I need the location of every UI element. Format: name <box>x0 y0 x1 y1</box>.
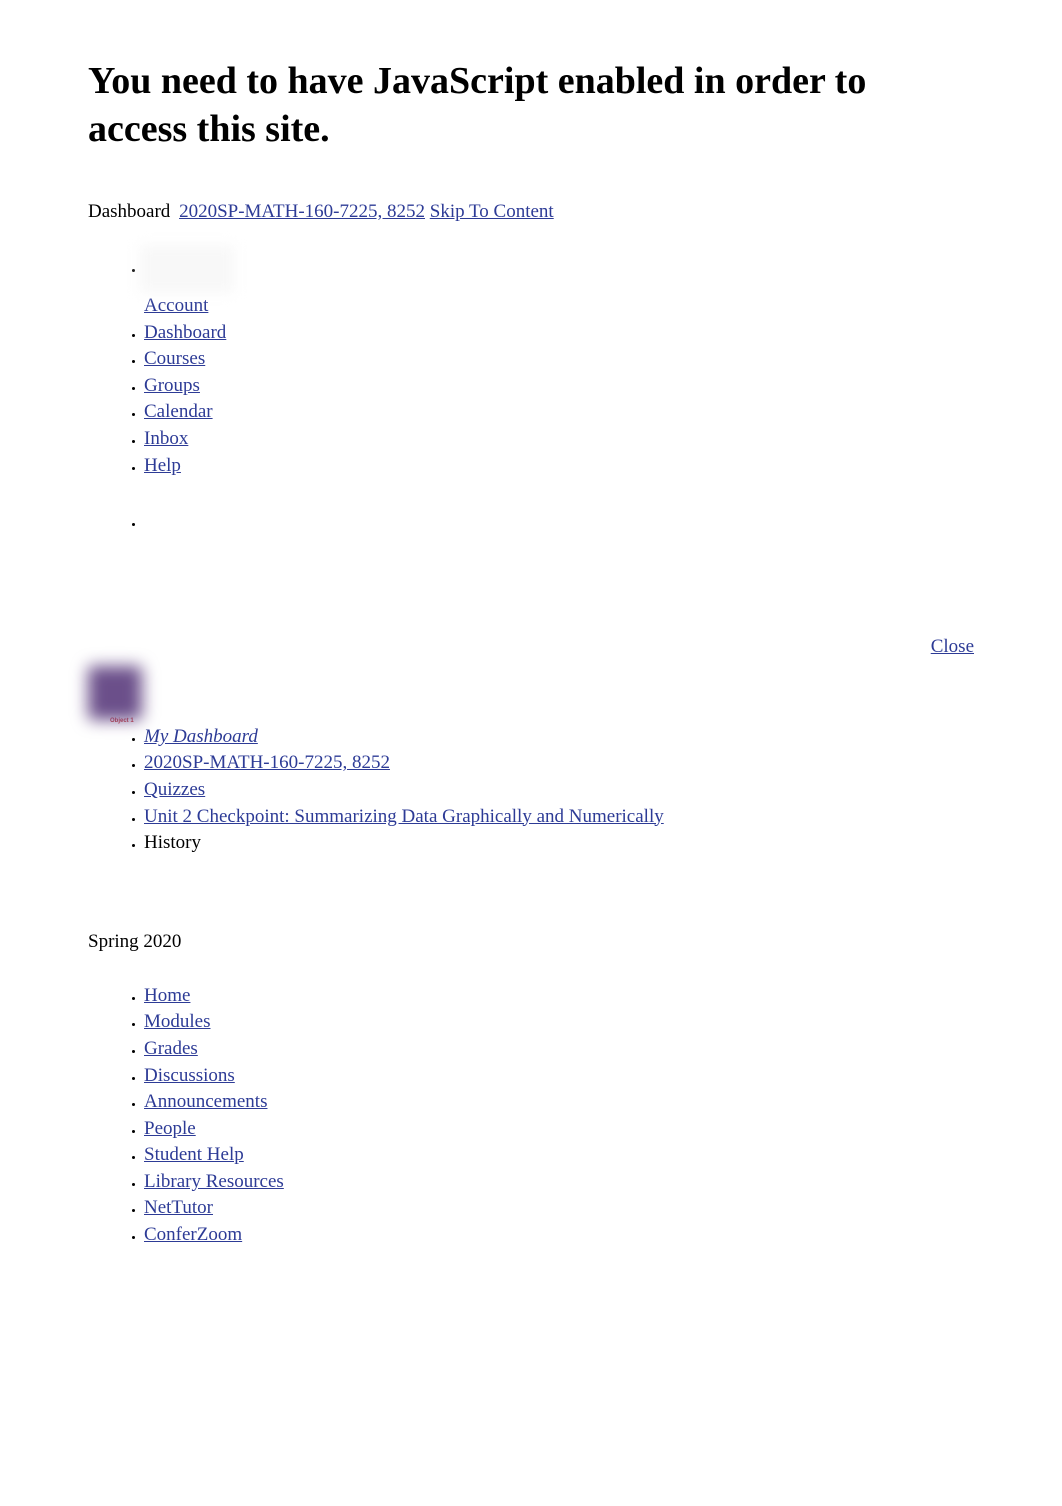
skip-to-content-link[interactable]: Skip To Content <box>430 201 554 222</box>
quizzes-link[interactable]: Quizzes <box>144 779 205 800</box>
home-link[interactable]: Home <box>144 985 190 1006</box>
courses-link[interactable]: Courses <box>144 348 205 369</box>
close-container: Close <box>88 636 974 658</box>
empty-nav-item <box>144 509 974 536</box>
groups-link[interactable]: Groups <box>144 375 200 396</box>
close-link[interactable]: Close <box>931 636 974 657</box>
my-dashboard-link[interactable]: My Dashboard <box>144 726 258 747</box>
nettutor-link[interactable]: NetTutor <box>144 1197 213 1218</box>
dashboard-link[interactable]: Dashboard <box>144 322 226 343</box>
library-resources-link[interactable]: Library Resources <box>144 1171 284 1192</box>
breadcrumb-dashboard-label: Dashboard <box>88 201 170 222</box>
term-label: Spring 2020 <box>88 931 974 953</box>
discussions-link[interactable]: Discussions <box>144 1065 235 1086</box>
global-nav-list: Account Dashboard Courses Groups Calenda… <box>88 245 974 536</box>
course-nav-list: Home Modules Grades Discussions Announce… <box>88 983 974 1249</box>
global-nav-account-item: Account <box>144 245 974 320</box>
history-label: History <box>144 832 201 853</box>
avatar-placeholder <box>140 245 234 293</box>
purple-blur-box <box>88 666 142 720</box>
people-link[interactable]: People <box>144 1118 196 1139</box>
breadcrumb-top: Dashboard 2020SP-MATH-160-7225, 8252 Ski… <box>88 201 974 223</box>
inbox-link[interactable]: Inbox <box>144 428 188 449</box>
account-link[interactable]: Account <box>144 295 208 316</box>
modules-link[interactable]: Modules <box>144 1011 211 1032</box>
page-heading: You need to have JavaScript enabled in o… <box>88 58 974 153</box>
student-help-link[interactable]: Student Help <box>144 1144 244 1165</box>
grades-link[interactable]: Grades <box>144 1038 198 1059</box>
breadcrumb-course-nav-link[interactable]: 2020SP-MATH-160-7225, 8252 <box>144 752 390 773</box>
breadcrumb-nav-list: My Dashboard 2020SP-MATH-160-7225, 8252 … <box>88 724 974 857</box>
calendar-link[interactable]: Calendar <box>144 401 213 422</box>
announcements-link[interactable]: Announcements <box>144 1091 267 1112</box>
assignment-link[interactable]: Unit 2 Checkpoint: Summarizing Data Grap… <box>144 806 664 827</box>
help-link[interactable]: Help <box>144 455 181 476</box>
conferzoom-link[interactable]: ConferZoom <box>144 1224 242 1245</box>
breadcrumb-course-link[interactable]: 2020SP-MATH-160-7225, 8252 <box>179 201 425 222</box>
